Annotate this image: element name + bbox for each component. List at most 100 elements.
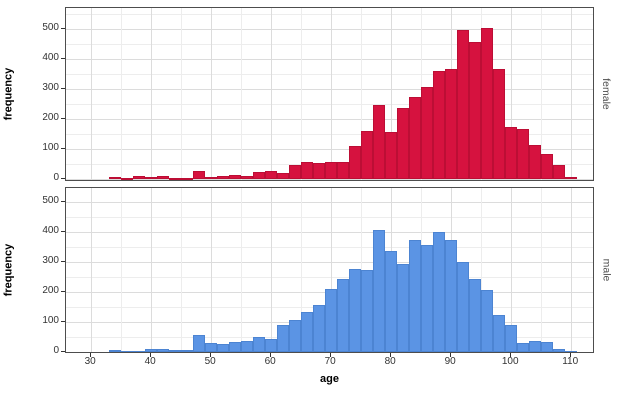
facet-strip-label: male: [600, 258, 613, 282]
gridline-major: [66, 149, 593, 150]
gridline-minor: [301, 8, 302, 180]
y-tick-label: 100: [42, 142, 59, 153]
x-tick-label: 90: [444, 356, 456, 367]
histogram-bar-male: [493, 315, 505, 352]
histogram-bar-male: [133, 351, 145, 352]
gridline-major: [571, 188, 572, 352]
gridline-minor: [301, 188, 302, 352]
gridline-minor: [66, 74, 593, 75]
histogram-bar-male: [289, 320, 301, 352]
histogram-bar-female: [301, 162, 313, 179]
y-tick-label: 200: [42, 112, 59, 123]
gridline-major: [66, 262, 593, 263]
gridline-major: [511, 188, 512, 352]
histogram-bar-male: [109, 350, 121, 352]
y-tick-mark: [61, 291, 65, 292]
histogram-bar-female: [553, 165, 565, 179]
x-tick-label: 30: [84, 356, 96, 367]
y-tick-mark: [61, 261, 65, 262]
gridline-minor: [66, 277, 593, 278]
histogram-bar-male: [277, 325, 289, 352]
y-tick-mark: [61, 321, 65, 322]
histogram-bar-male: [373, 230, 385, 352]
gridline-major: [211, 8, 212, 180]
x-tick-mark: [210, 353, 212, 357]
histogram-bar-female: [409, 97, 421, 179]
gridline-major: [511, 8, 512, 180]
histogram-bar-male: [325, 289, 337, 352]
x-tick-mark: [330, 353, 332, 357]
y-tick-label: 300: [42, 255, 59, 266]
histogram-bar-female: [229, 175, 241, 179]
histogram-bar-female: [349, 146, 361, 179]
gridline-minor: [66, 247, 593, 248]
y-tick-mark: [61, 28, 65, 29]
gridline-major: [66, 119, 593, 120]
gridline-minor: [481, 188, 482, 352]
gridline-major: [91, 188, 92, 352]
histogram-bar-male: [385, 251, 397, 352]
x-tick-mark: [450, 353, 452, 357]
gridline-minor: [541, 8, 542, 180]
y-tick-mark: [61, 351, 65, 352]
histogram-bar-male: [121, 351, 133, 352]
histogram-bar-male: [397, 264, 409, 352]
histogram-bar-female: [241, 176, 253, 179]
histogram-bar-female: [157, 176, 169, 179]
histogram-bar-female: [313, 163, 325, 179]
x-tick-label: 110: [562, 356, 579, 367]
histogram-bar-male: [301, 312, 313, 352]
histogram-bar-male: [169, 350, 181, 352]
histogram-bar-female: [493, 69, 505, 179]
x-tick-label: 60: [264, 356, 276, 367]
gridline-minor: [241, 188, 242, 352]
histogram-bar-female: [469, 42, 481, 179]
histogram-bar-male: [553, 349, 565, 352]
histogram-bar-male: [529, 341, 541, 352]
gridline-minor: [181, 188, 182, 352]
histogram-bar-male: [481, 290, 493, 352]
y-tick-label: 0: [53, 172, 59, 183]
histogram-bar-male: [445, 240, 457, 352]
histogram-bar-male: [565, 351, 577, 352]
x-tick-label: 40: [144, 356, 156, 367]
histogram-bar-female: [361, 131, 373, 179]
gridline-major: [151, 188, 152, 352]
gridline-major: [331, 8, 332, 180]
histogram-bar-female: [481, 28, 493, 179]
gridline-major: [271, 8, 272, 180]
histogram-bar-female: [433, 71, 445, 179]
histogram-bar-male: [361, 270, 373, 352]
histogram-bar-female: [541, 154, 553, 179]
gridline-major: [571, 8, 572, 180]
gridline-minor: [121, 8, 122, 180]
y-tick-label: 500: [42, 22, 59, 33]
histogram-bar-male: [157, 349, 169, 352]
histogram-bar-female: [385, 132, 397, 179]
histogram-bar-male: [457, 262, 469, 352]
histogram-bar-male: [469, 279, 481, 352]
gridline-major: [66, 59, 593, 60]
gridline-minor: [66, 134, 593, 135]
histogram-bar-female: [325, 162, 337, 179]
histogram-bar-female: [421, 87, 433, 179]
histogram-bar-male: [505, 325, 517, 352]
x-tick-label: 50: [204, 356, 216, 367]
histogram-bar-male: [337, 279, 349, 352]
panel-female: [65, 7, 594, 181]
y-tick-mark: [61, 88, 65, 89]
gridline-major: [66, 232, 593, 233]
gridline-minor: [66, 44, 593, 45]
y-tick-mark: [61, 58, 65, 59]
y-tick-mark: [61, 118, 65, 119]
gridline-major: [151, 8, 152, 180]
y-tick-mark: [61, 178, 65, 179]
y-tick-label: 400: [42, 52, 59, 63]
histogram-bar-female: [205, 177, 217, 179]
histogram-bar-female: [169, 178, 181, 180]
histogram-bar-male: [253, 337, 265, 352]
histogram-bar-male: [181, 350, 193, 352]
histogram-bar-male: [421, 245, 433, 352]
x-tick-mark: [150, 353, 152, 357]
